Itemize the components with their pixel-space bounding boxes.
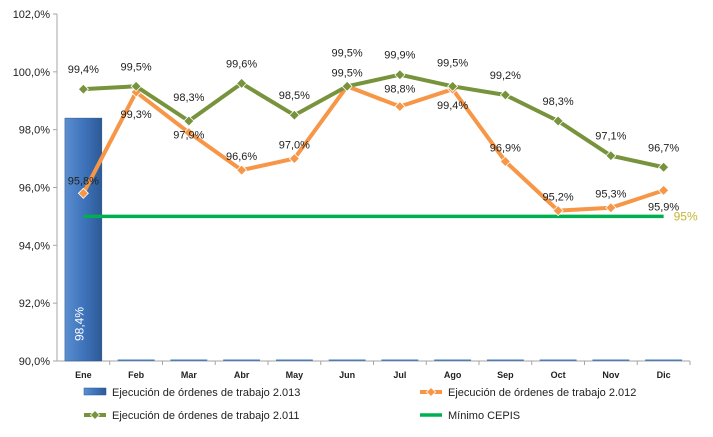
x-tick-label: Mar: [181, 370, 198, 380]
legend: Ejecución de órdenes de trabajo 2.013 Eje…: [83, 386, 636, 422]
x-tick-label: Feb: [128, 370, 145, 380]
series-2011-point: [341, 80, 353, 92]
y-tick-label: 100,0%: [13, 67, 51, 79]
labels-2011: 99,4% 99,5% 98,3% 99,6% 98,5% 99,5% 99,9% 99,5%…: [68, 47, 680, 154]
series-2012-point: [499, 155, 511, 168]
label-2011: 99,6%: [226, 58, 257, 70]
bar-empty: [170, 359, 208, 361]
x-tick-label: Nov: [602, 370, 619, 380]
label-2012: 95,9%: [648, 201, 679, 213]
label-2011: 99,2%: [490, 70, 521, 82]
y-tick-label: 98,0%: [19, 125, 50, 137]
series-2012-point: [183, 126, 195, 139]
series-2012-point: [288, 153, 300, 165]
legend-label: Ejecución de órdenes de trabajo 2.012: [448, 387, 636, 399]
bar-empty: [223, 359, 261, 361]
bar-empty: [645, 359, 683, 361]
bar-empty: [486, 359, 524, 361]
series-2011-point: [605, 150, 617, 162]
legend-label: Ejecución de órdenes de trabajo 2.013: [112, 387, 300, 399]
bar-empty: [434, 359, 472, 361]
minimum-line-series: 95%: [83, 209, 698, 223]
legend-swatch-marker: [425, 386, 437, 398]
label-2011: 99,4%: [68, 64, 99, 76]
y-tick-label: 94,0%: [19, 240, 50, 252]
bar-empty: [539, 359, 577, 361]
label-2012: 95,2%: [543, 192, 574, 204]
series-2012-point: [605, 202, 617, 214]
label-2011: 98,3%: [173, 92, 204, 104]
bar-label: 98,4%: [72, 307, 86, 341]
x-tick-label: May: [286, 370, 304, 380]
legend-swatch-marker: [89, 409, 101, 421]
series-2012-point: [236, 164, 248, 176]
label-2012: 99,3%: [121, 109, 152, 121]
bar-empty: [117, 359, 155, 361]
label-2011: 99,5%: [121, 61, 152, 73]
series-2011-point: [183, 115, 195, 127]
legend-swatch-bar: [83, 387, 107, 396]
label-2012: 99,4%: [437, 100, 468, 112]
y-tick-label: 90,0%: [19, 356, 50, 368]
series-2011-line: [83, 72, 665, 170]
x-axis-ticks: Ene Feb Mar Abr May Jun Jul Ago Sep Oct Nov Dic: [75, 361, 691, 380]
legend-label: Ejecución de órdenes de trabajo 2.011: [112, 410, 300, 422]
series-2011-point: [447, 80, 459, 92]
bar-empty: [328, 359, 366, 361]
x-tick-label: Jun: [339, 370, 355, 380]
series-2011-point: [552, 115, 564, 127]
y-tick-label: 92,0%: [19, 298, 50, 310]
series-2011-point: [499, 89, 511, 101]
bar-empty: [592, 359, 630, 361]
bars-series: 98,4%: [64, 117, 683, 362]
label-2012: 97,9%: [173, 130, 204, 142]
label-2011: 97,1%: [595, 131, 626, 143]
series-2012-point: [658, 184, 670, 196]
label-2011: 96,7%: [648, 142, 679, 154]
series-2012-point: [77, 187, 89, 199]
label-2012: 97,0%: [279, 140, 310, 152]
label-2012: 96,9%: [490, 142, 521, 154]
label-2012: 95,8%: [68, 175, 99, 187]
series-2011-point: [130, 80, 142, 92]
x-tick-label: Sep: [497, 370, 514, 380]
series-2011-point: [658, 161, 670, 173]
bar-empty: [381, 359, 419, 361]
x-tick-label: Ene: [75, 370, 92, 380]
line-2011-series: [77, 69, 670, 173]
series-2011-point: [394, 69, 406, 81]
label-2012: 98,8%: [384, 84, 415, 96]
label-2011: 99,5%: [332, 47, 363, 59]
legend-label: Mínimo CEPIS: [448, 410, 520, 422]
label-2011: 98,3%: [543, 96, 574, 108]
label-2011: 99,9%: [384, 50, 415, 62]
labels-2012: 95,8% 99,3% 97,9% 96,6% 97,0% 99,5% 98,8% 99,4%…: [68, 67, 680, 213]
y-tick-label: 102,0%: [13, 9, 51, 21]
x-tick-label: Dic: [657, 370, 671, 380]
bar: [64, 117, 103, 362]
label-2011: 99,5%: [437, 57, 468, 69]
x-tick-label: Jul: [393, 370, 406, 380]
minimum-end-label: 95%: [674, 209, 698, 223]
y-tick-label: 96,0%: [19, 183, 50, 195]
series-2011-point: [288, 109, 300, 121]
series-2012-point: [552, 205, 564, 217]
series-2012-point: [394, 100, 406, 113]
label-2012: 95,3%: [595, 189, 626, 201]
series-2011-point: [77, 83, 89, 95]
bar-empty: [275, 359, 313, 361]
x-tick-label: Abr: [234, 370, 250, 380]
line-2012-series: [77, 80, 670, 217]
y-axis-ticks: 90,0% 92,0% 94,0% 96,0% 98,0% 100,0% 102,0%: [13, 9, 57, 368]
label-2012: 99,5%: [332, 67, 363, 79]
x-tick-label: Ago: [444, 370, 462, 380]
x-tick-label: Oct: [551, 370, 566, 380]
series-2012-line: [81, 84, 665, 213]
label-2012: 96,6%: [226, 151, 257, 163]
series-2011-point: [236, 77, 248, 89]
label-2011: 98,5%: [279, 90, 310, 102]
